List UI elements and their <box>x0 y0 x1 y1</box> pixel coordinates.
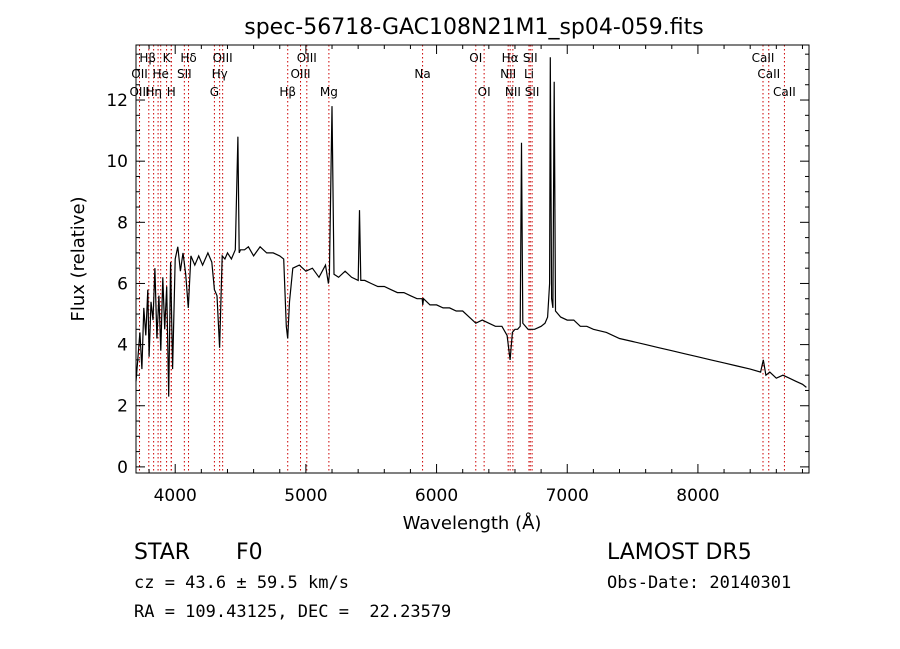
y-tick-label-10: 10 <box>106 152 128 172</box>
x-tick-label-6000: 6000 <box>415 486 458 506</box>
line-label-22: Mg <box>320 85 338 99</box>
line-label-7: SII <box>523 51 538 65</box>
survey-name: LAMOST DR5 <box>607 540 752 565</box>
object-class: STAR <box>134 540 191 565</box>
line-label-25: NII <box>505 85 521 99</box>
x-tick-label-7000: 7000 <box>546 486 589 506</box>
line-label-15: Li <box>524 67 534 81</box>
line-label-11: SII <box>177 67 192 81</box>
line-label-16: CaII <box>757 67 780 81</box>
line-label-24: OI <box>478 85 491 99</box>
line-label-1: K <box>163 51 172 65</box>
line-label-14: NII <box>500 67 516 81</box>
line-label-2: Hδ <box>180 51 196 65</box>
line-labels: Hβ K Hδ OIII OIII OI Hα SII CaII OII He SII Hγ OIII NI… <box>129 51 795 99</box>
line-label-27: CaII <box>773 85 796 99</box>
y-tick-label-0: 0 <box>117 458 128 478</box>
line-label-10: He <box>152 67 168 81</box>
object-subclass: F0 <box>236 540 263 565</box>
line-label-17: OIII <box>129 85 149 99</box>
line-label-12: Hγ <box>212 67 228 81</box>
line-label-18: Hη <box>145 85 162 99</box>
y-tick-label-12: 12 <box>106 91 128 111</box>
x-tick-label-8000: 8000 <box>676 486 719 506</box>
y-tick-label-4: 4 <box>117 336 128 356</box>
plot-frame <box>135 44 810 474</box>
line-label-21: Hβ <box>279 85 296 99</box>
line-label-26: SII <box>525 85 540 99</box>
spectrum-line <box>135 57 807 397</box>
y-axis-label: Flux (relative) <box>68 196 89 321</box>
line-label-13: OIII <box>290 67 310 81</box>
x-tick-label-4000: 4000 <box>154 486 197 506</box>
x-axis: 4000 5000 6000 7000 8000 <box>148 45 803 506</box>
y-tick-label-6: 6 <box>117 274 128 294</box>
line-label-23: Na <box>414 67 430 81</box>
line-label-0: Hβ <box>139 51 156 65</box>
y-tick-label-8: 8 <box>117 213 128 233</box>
line-label-4: OIII <box>297 51 317 65</box>
observation-date: Obs-Date: 20140301 <box>607 573 792 593</box>
x-tick-label-5000: 5000 <box>284 486 327 506</box>
line-label-8: CaII <box>752 51 775 65</box>
line-label-6: Hα <box>502 51 519 65</box>
y-tick-label-2: 2 <box>117 397 128 417</box>
line-label-19: H <box>167 85 176 99</box>
line-label-9: OII <box>131 67 148 81</box>
spectrum-chart: spec-56718-GAC108N21M1_sp04-059.fits Hβ K… <box>68 15 810 534</box>
line-label-5: OI <box>469 51 482 65</box>
redshift-info: cz = 43.6 ± 59.5 km/s <box>134 573 349 593</box>
coordinates: RA = 109.43125, DEC = 22.23579 <box>134 602 452 622</box>
chart-title: spec-56718-GAC108N21M1_sp04-059.fits <box>244 15 704 40</box>
line-label-20: G <box>210 85 219 99</box>
line-label-3: OIII <box>213 51 233 65</box>
line-markers <box>139 45 785 473</box>
x-axis-label: Wavelength (Å) <box>403 512 542 534</box>
y-axis: 0 2 4 6 8 10 12 <box>106 53 809 478</box>
